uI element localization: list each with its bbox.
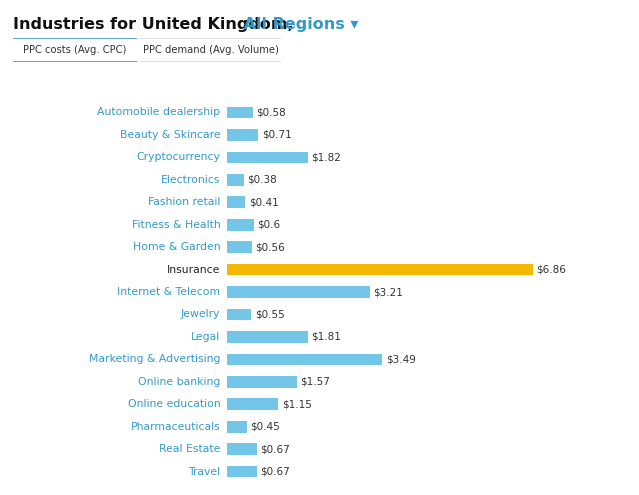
Text: Online education: Online education [128, 399, 220, 409]
Text: Online banking: Online banking [138, 377, 220, 387]
Text: $1.15: $1.15 [282, 399, 312, 409]
Text: $0.67: $0.67 [260, 444, 290, 454]
Bar [227, 421, 247, 433]
Text: $3.49: $3.49 [386, 354, 416, 364]
Text: $0.58: $0.58 [256, 107, 286, 117]
Text: PPC costs (Avg. CPC): PPC costs (Avg. CPC) [24, 45, 127, 55]
Bar [227, 353, 383, 365]
Bar [227, 219, 254, 231]
Text: Insurance: Insurance [167, 265, 220, 275]
Text: Electronics: Electronics [161, 175, 220, 185]
Text: Pharmaceuticals: Pharmaceuticals [131, 422, 220, 432]
Text: Fashion retail: Fashion retail [148, 198, 220, 207]
Text: Cryptocurrency: Cryptocurrency [137, 152, 220, 162]
Text: Travel: Travel [189, 467, 220, 477]
Text: Beauty & Skincare: Beauty & Skincare [120, 130, 220, 140]
Bar [227, 242, 252, 253]
Text: $0.41: $0.41 [249, 198, 279, 207]
Text: Jewelry: Jewelry [181, 309, 220, 319]
Bar [227, 264, 533, 275]
Text: $0.38: $0.38 [247, 175, 277, 185]
Bar [227, 174, 244, 186]
Bar [227, 309, 251, 320]
Text: All Regions ▾: All Regions ▾ [238, 17, 358, 32]
Text: $0.55: $0.55 [255, 309, 285, 319]
FancyBboxPatch shape [9, 38, 141, 62]
Text: Marketing & Advertising: Marketing & Advertising [89, 354, 220, 364]
Text: $0.56: $0.56 [256, 242, 285, 252]
Bar [227, 444, 257, 455]
Text: Legal: Legal [191, 332, 220, 342]
Bar [227, 331, 307, 343]
Text: PPC demand (Avg. Volume): PPC demand (Avg. Volume) [143, 45, 279, 55]
Text: $3.21: $3.21 [374, 287, 403, 297]
Text: $0.71: $0.71 [262, 130, 292, 140]
Text: $0.6: $0.6 [257, 220, 281, 230]
Text: Fitness & Health: Fitness & Health [132, 220, 220, 230]
Bar [227, 466, 257, 478]
Bar [227, 376, 297, 388]
Text: Internet & Telecom: Internet & Telecom [118, 287, 220, 297]
Bar [227, 151, 308, 163]
Text: $0.45: $0.45 [250, 422, 281, 432]
Text: Industries for United Kingdom,: Industries for United Kingdom, [13, 17, 293, 32]
Bar [227, 286, 370, 298]
Text: $1.82: $1.82 [312, 152, 341, 162]
FancyBboxPatch shape [136, 38, 286, 62]
Bar [227, 129, 259, 141]
Text: Home & Garden: Home & Garden [133, 242, 220, 252]
Text: Automobile dealership: Automobile dealership [97, 107, 220, 117]
Bar [227, 197, 245, 208]
Text: $0.67: $0.67 [260, 467, 290, 477]
Text: $6.86: $6.86 [536, 265, 566, 275]
Text: Real Estate: Real Estate [159, 444, 220, 454]
Text: $1.57: $1.57 [300, 377, 330, 387]
Bar [227, 106, 252, 118]
Text: $1.81: $1.81 [311, 332, 341, 342]
Bar [227, 398, 278, 410]
